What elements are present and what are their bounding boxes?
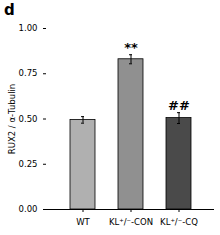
svg-text:1.00: 1.00 [19, 23, 38, 33]
svg-text:**: ** [124, 40, 138, 55]
svg-text:0.50: 0.50 [19, 114, 38, 124]
svg-text:0.00: 0.00 [19, 204, 38, 214]
svg-text:WT: WT [76, 217, 90, 227]
svg-text:RUX2 / α-Tubulin: RUX2 / α-Tubulin [7, 84, 17, 154]
svg-text:##: ## [168, 98, 190, 113]
svg-text:KL⁺/⁻-CQ: KL⁺/⁻-CQ [160, 217, 198, 227]
svg-text:0.75: 0.75 [19, 68, 38, 78]
svg-text:KL⁺/⁻-CON: KL⁺/⁻-CON [109, 217, 153, 227]
html-text:d: d [4, 1, 15, 19]
svg-text:0.25: 0.25 [19, 159, 38, 169]
